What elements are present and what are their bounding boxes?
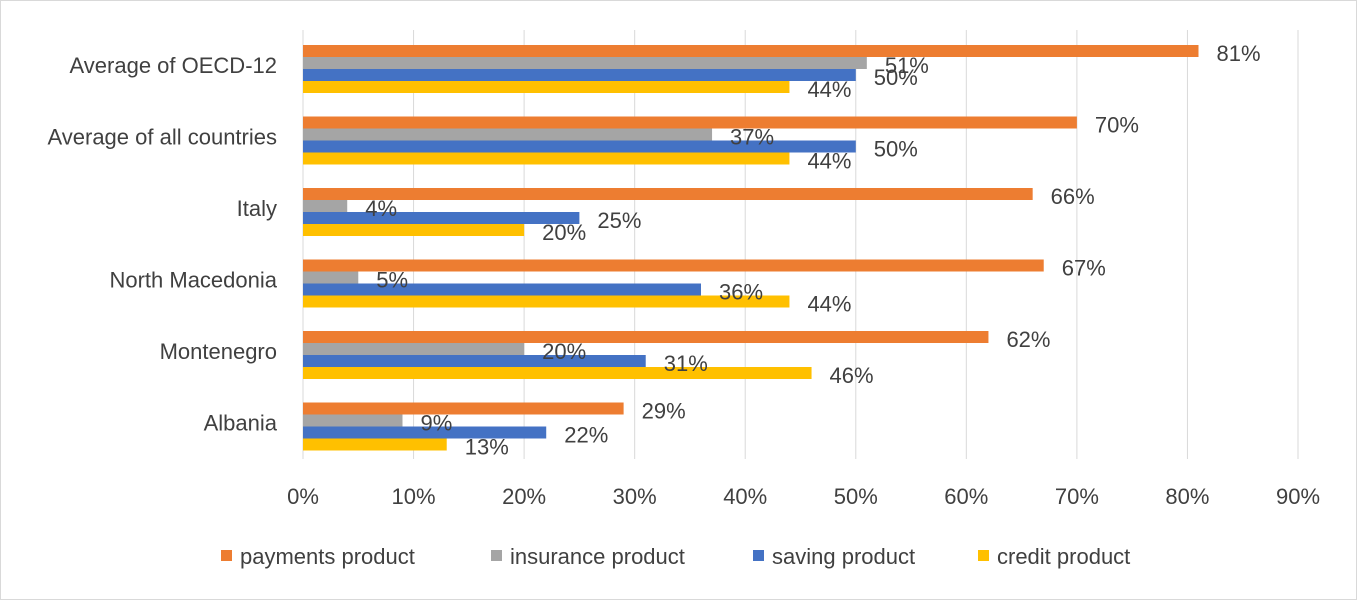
data-label-payments-product-albania: 29% bbox=[642, 399, 686, 424]
data-label-saving-product-montenegro: 31% bbox=[664, 351, 708, 376]
x-tick-label: 90% bbox=[1276, 484, 1320, 509]
legend-swatch-insurance-product bbox=[491, 550, 502, 561]
bar-credit-product-north-macedonia bbox=[303, 295, 790, 308]
x-tick-label: 30% bbox=[613, 484, 657, 509]
bar-payments-product-average-of-oecd-12 bbox=[303, 45, 1199, 57]
data-label-insurance-product-north-macedonia: 5% bbox=[376, 268, 408, 293]
category-label-albania: Albania bbox=[204, 410, 278, 435]
data-label-insurance-product-montenegro: 20% bbox=[542, 339, 586, 364]
data-label-credit-product-italy: 20% bbox=[542, 220, 586, 245]
data-label-insurance-product-italy: 4% bbox=[365, 196, 397, 221]
category-label-average-of-all-countries: Average of all countries bbox=[47, 124, 277, 149]
data-label-credit-product-average-of-oecd-12: 44% bbox=[807, 77, 851, 102]
bar-credit-product-average-of-all-countries bbox=[303, 152, 790, 165]
bar-payments-product-montenegro bbox=[303, 331, 989, 343]
bar-insurance-product-average-of-all-countries bbox=[303, 128, 713, 141]
data-label-payments-product-north-macedonia: 67% bbox=[1062, 256, 1106, 281]
data-label-payments-product-average-of-oecd-12: 81% bbox=[1217, 41, 1261, 66]
legend-swatch-credit-product bbox=[978, 550, 989, 561]
x-tick-label: 70% bbox=[1055, 484, 1099, 509]
x-tick-label: 60% bbox=[944, 484, 988, 509]
legend-swatch-saving-product bbox=[753, 550, 764, 561]
x-axis-ticks: 0% 10% 20% 30% 40% 50% 60% 70% 80% 90% bbox=[287, 484, 1320, 509]
bar-insurance-product-albania bbox=[303, 414, 403, 427]
data-label-saving-product-north-macedonia: 36% bbox=[719, 280, 763, 305]
data-label-credit-product-average-of-all-countries: 44% bbox=[807, 149, 851, 174]
category-labels: Albania Montenegro North Macedonia Italy Ave… bbox=[47, 53, 277, 436]
category-label-montenegro: Montenegro bbox=[160, 339, 277, 364]
x-tick-label: 0% bbox=[287, 484, 319, 509]
data-label-saving-product-average-of-oecd-12: 50% bbox=[874, 65, 918, 90]
data-label-credit-product-montenegro: 46% bbox=[830, 363, 874, 388]
bar-saving-product-montenegro bbox=[303, 355, 646, 367]
data-label-saving-product-albania: 22% bbox=[564, 423, 608, 448]
legend-label-credit-product: credit product bbox=[997, 544, 1130, 569]
data-labels: 29% 9% 22% 13% 62% 20% 31% 46% 67% 5% 36% 44% 66% 4% 2… bbox=[365, 41, 1260, 460]
bar-insurance-product-average-of-oecd-12 bbox=[303, 57, 867, 69]
category-label-italy: Italy bbox=[237, 196, 277, 221]
bar-payments-product-italy bbox=[303, 188, 1033, 200]
bar-payments-product-north-macedonia bbox=[303, 259, 1044, 272]
bar-credit-product-italy bbox=[303, 224, 525, 236]
bar-insurance-product-north-macedonia bbox=[303, 271, 359, 284]
bar-credit-product-albania bbox=[303, 438, 447, 451]
bar-saving-product-average-of-oecd-12 bbox=[303, 69, 856, 81]
bar-credit-product-average-of-oecd-12 bbox=[303, 81, 790, 93]
data-label-payments-product-italy: 66% bbox=[1051, 184, 1095, 209]
x-tick-label: 50% bbox=[834, 484, 878, 509]
legend-swatch-payments-product bbox=[221, 550, 232, 561]
bar-insurance-product-montenegro bbox=[303, 343, 525, 355]
bars bbox=[303, 45, 1199, 451]
bar-saving-product-italy bbox=[303, 212, 580, 224]
data-label-payments-product-average-of-all-countries: 70% bbox=[1095, 113, 1139, 138]
category-label-average-of-oecd-12: Average of OECD-12 bbox=[70, 53, 277, 78]
bar-saving-product-north-macedonia bbox=[303, 283, 701, 296]
data-label-insurance-product-average-of-oecd-12: 51% bbox=[885, 53, 929, 78]
data-label-insurance-product-albania: 9% bbox=[421, 411, 453, 436]
data-label-saving-product-italy: 25% bbox=[597, 208, 641, 233]
bar-insurance-product-italy bbox=[303, 200, 348, 212]
data-label-credit-product-north-macedonia: 44% bbox=[807, 292, 851, 317]
x-tick-label: 40% bbox=[723, 484, 767, 509]
bar-saving-product-average-of-all-countries bbox=[303, 140, 856, 153]
data-label-credit-product-albania: 13% bbox=[465, 435, 509, 460]
legend-label-payments-product: payments product bbox=[240, 544, 415, 569]
x-tick-label: 10% bbox=[392, 484, 436, 509]
bar-saving-product-albania bbox=[303, 426, 547, 439]
bar-payments-product-average-of-all-countries bbox=[303, 116, 1077, 129]
data-label-insurance-product-average-of-all-countries: 37% bbox=[730, 125, 774, 150]
x-tick-label: 80% bbox=[1165, 484, 1209, 509]
x-tick-label: 20% bbox=[502, 484, 546, 509]
legend-label-insurance-product: insurance product bbox=[510, 544, 685, 569]
legend-label-saving-product: saving product bbox=[772, 544, 915, 569]
bar-payments-product-albania bbox=[303, 402, 624, 415]
category-label-north-macedonia: North Macedonia bbox=[109, 267, 277, 292]
gridlines bbox=[302, 30, 1299, 459]
legend: payments product insurance product saving … bbox=[221, 544, 1130, 569]
bar-credit-product-montenegro bbox=[303, 367, 812, 379]
data-label-saving-product-average-of-all-countries: 50% bbox=[874, 137, 918, 162]
data-label-payments-product-montenegro: 62% bbox=[1006, 327, 1050, 352]
